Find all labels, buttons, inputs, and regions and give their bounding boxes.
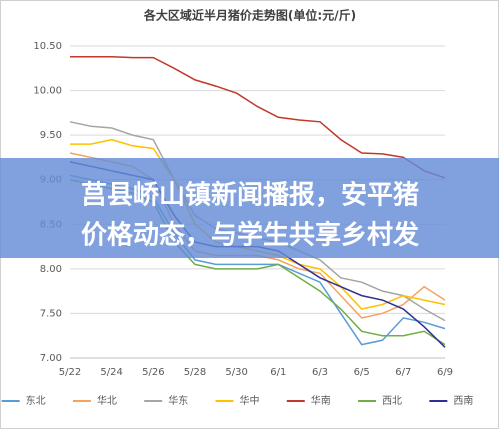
x-tick-label: 5/26 <box>142 367 164 378</box>
chart-title: 各大区域近半月猪价走势图(单位:元/斤) <box>143 8 356 23</box>
x-tick-label: 6/9 <box>437 367 453 378</box>
legend-label: 华北 <box>97 394 117 407</box>
series-line <box>70 55 446 179</box>
x-tick-label: 5/22 <box>59 367 81 378</box>
x-tick-label: 6/1 <box>270 367 286 378</box>
y-tick-label: 10.50 <box>33 41 62 52</box>
x-tick-label: 6/7 <box>395 367 411 378</box>
legend-label: 东北 <box>26 394 46 407</box>
y-tick-label: 9.50 <box>40 130 62 141</box>
legend-label: 华中 <box>240 394 260 407</box>
x-tick-label: 5/30 <box>225 367 247 378</box>
y-tick-label: 10.00 <box>33 86 62 97</box>
legend-label: 西北 <box>382 395 402 407</box>
x-tick-label: 6/5 <box>354 367 370 378</box>
y-tick-label: 7.50 <box>40 308 62 319</box>
legend-label: 华东 <box>168 394 188 407</box>
banner-band <box>0 158 499 258</box>
legend-label: 西南 <box>453 394 473 407</box>
x-tick-label: 5/28 <box>184 367 206 378</box>
banner-line: 价格动态，与学生共享乡村发 <box>81 220 419 251</box>
x-tick-label: 6/3 <box>312 367 328 378</box>
x-tick-label: 5/24 <box>100 367 122 378</box>
legend-label: 华南 <box>311 394 331 407</box>
banner-line: 莒县峤山镇新闻播报，安平猪 <box>81 180 419 211</box>
y-tick-label: 8.00 <box>40 264 62 275</box>
y-tick-label: 7.00 <box>40 353 62 364</box>
